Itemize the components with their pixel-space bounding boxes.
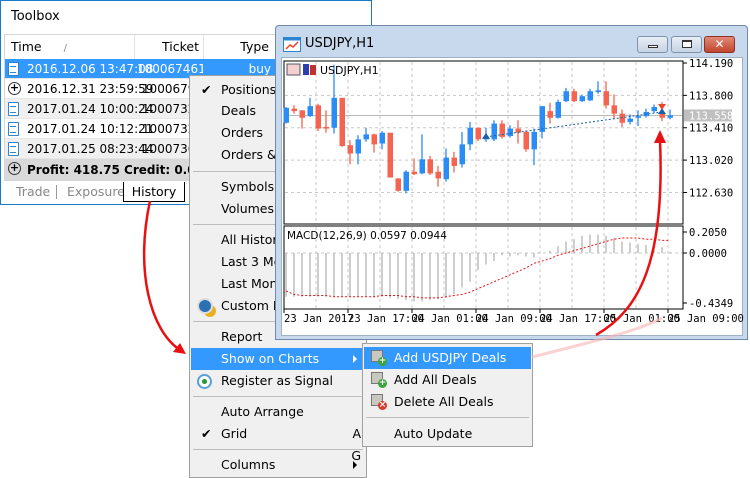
chevron-right-icon (353, 355, 357, 363)
chevron-right-icon (353, 461, 357, 469)
table-row[interactable]: 2017.01.24 10:12:21 10007323 (5, 119, 371, 139)
menu-item-label: Deals (221, 103, 256, 118)
menu-item-orders[interactable]: Orders (191, 122, 365, 144)
delete-deals-icon: × (371, 394, 387, 410)
close-button[interactable]: ✕ (704, 36, 735, 53)
submenu-item-delete-all-deals[interactable]: × Delete All Deals (364, 391, 531, 413)
submenu-item-label: Add USDJPY Deals (394, 350, 507, 365)
menu-item-deals[interactable]: Deals (191, 100, 365, 122)
document-icon (8, 122, 19, 136)
menu-item-all-history[interactable]: All History (191, 229, 365, 251)
column-label: Time (11, 39, 42, 54)
checkmark-icon: ✔ (201, 82, 212, 97)
document-icon (8, 62, 19, 76)
menu-item-show-on-charts[interactable]: Show on Charts (191, 348, 365, 370)
arrow-head-icon (173, 343, 186, 354)
menu-item-label: Symbols (221, 179, 275, 194)
shortcut-label: G (351, 448, 361, 463)
cell-ticket: 10007360 (141, 142, 203, 156)
menu-item-positions[interactable]: ✔ Positions (191, 79, 365, 101)
menu-item-report[interactable]: Report (191, 326, 365, 348)
menu-item-label: Last 3 Mo (221, 254, 282, 269)
menu-item-grid[interactable]: ✔ Grid G (191, 423, 365, 463)
menu-item-label: Last Mont (221, 276, 283, 291)
calendar-gear-icon (197, 298, 213, 314)
submenu-item-label: Add All Deals (394, 372, 477, 387)
cell-ticket: 10007322 (141, 102, 203, 116)
menu-item-volumes[interactable]: Volumes (191, 198, 365, 220)
maximize-icon (682, 40, 692, 48)
signal-icon (197, 374, 212, 389)
submenu-item-label: Delete All Deals (394, 394, 494, 409)
menu-item-label: Custom P (221, 298, 281, 313)
plus-circle-icon: + (8, 81, 21, 95)
chart-area[interactable] (281, 57, 743, 336)
menu-separator (193, 449, 363, 450)
chart-window-title: USDJPY,H1 (305, 36, 375, 51)
chart-window[interactable]: USDJPY,H1 ✕ (275, 25, 748, 340)
menu-item-symbols[interactable]: Symbols (191, 176, 365, 198)
cell-ticket: 10006794 (141, 82, 203, 96)
menu-item-label: Register as Signal (221, 373, 333, 388)
cell-type: buy (248, 62, 271, 76)
table-row[interactable]: +2016.12.31 23:59:59 10006794 (5, 79, 371, 99)
checkmark-icon: ✔ (201, 426, 212, 441)
menu-item-custom-p[interactable]: Custom P (191, 295, 365, 317)
annotation-arrow-left (142, 200, 181, 352)
menu-item-label: Show on Charts (221, 351, 320, 366)
menu-item-last-3-mo[interactable]: Last 3 Mo (191, 251, 365, 273)
close-icon: ✕ (714, 37, 725, 51)
menu-item-orders[interactable]: Orders & (191, 144, 365, 166)
menu-item-label: Volumes (221, 201, 275, 216)
tab-history[interactable]: History (123, 182, 185, 202)
add-badge-icon: + (378, 356, 387, 366)
submenu-item-auto-update[interactable]: Auto Update (364, 423, 531, 445)
menu-item-label: Report (221, 329, 263, 344)
menu-item-label: Grid (221, 426, 248, 441)
add-deals-icon: + (371, 372, 387, 388)
summary-text: Profit: 418.75 Credit: 0.00 De (27, 163, 227, 177)
add-deals-icon: + (371, 350, 387, 366)
cell-time: 2016.12.06 13:47:08 (27, 62, 154, 76)
cell-time: 2016.12.31 23:59:59 (27, 82, 154, 96)
minimize-icon (648, 45, 658, 48)
document-icon (8, 142, 19, 156)
cell-ticket: 10007323 (141, 122, 203, 136)
cell-ticket: 100067461 (137, 62, 203, 76)
column-header-ticket[interactable]: Ticket (135, 35, 204, 59)
menu-separator (366, 417, 529, 418)
cell-time: 2017.01.24 10:00:24 (27, 102, 154, 116)
document-icon (8, 102, 19, 116)
menu-item-columns[interactable]: Columns (191, 454, 365, 476)
menu-item-label: Auto Arrange (221, 404, 304, 419)
tab-exposure[interactable]: Exposure (56, 185, 125, 199)
column-header-time[interactable]: Time / (5, 35, 135, 59)
plus-circle-icon[interactable]: + (8, 161, 21, 175)
menu-item-label: Orders & (221, 147, 277, 162)
sort-indicator-icon: / (63, 43, 67, 54)
cell-time: 2017.01.25 08:23:44 (27, 142, 154, 156)
submenu-item-add-usdjpy-deals[interactable]: + Add USDJPY Deals (364, 347, 531, 369)
column-header-type[interactable]: Type (204, 35, 371, 59)
menu-item-label: Positions (221, 82, 277, 97)
submenu-item-add-all-deals[interactable]: + Add All Deals (364, 369, 531, 391)
maximize-button[interactable] (671, 36, 702, 53)
menu-item-label: Columns (221, 457, 276, 472)
menu-item-auto-arrange[interactable]: Auto Arrange A (191, 401, 365, 441)
menu-item-register-as-signal[interactable]: Register as Signal (191, 370, 365, 392)
remove-badge-icon: × (378, 400, 387, 410)
minimize-button[interactable] (637, 36, 668, 53)
cell-time: 2017.01.24 10:12:21 (27, 122, 154, 136)
shortcut-label: A (352, 426, 361, 441)
add-badge-icon: + (378, 378, 387, 388)
tab-trade[interactable]: Trade (16, 184, 51, 199)
menu-item-last-mont[interactable]: Last Mont (191, 273, 365, 295)
menu-item-label: All History (221, 232, 285, 247)
toolbox-title: Toolbox (11, 9, 60, 24)
submenu-item-label: Auto Update (394, 426, 473, 441)
chart-window-icon (283, 37, 301, 52)
show-on-charts-submenu: + Add USDJPY Deals + Add All Deals × Delete A… (362, 343, 533, 447)
menu-item-label: Orders (221, 125, 264, 140)
menu-separator (193, 396, 363, 397)
